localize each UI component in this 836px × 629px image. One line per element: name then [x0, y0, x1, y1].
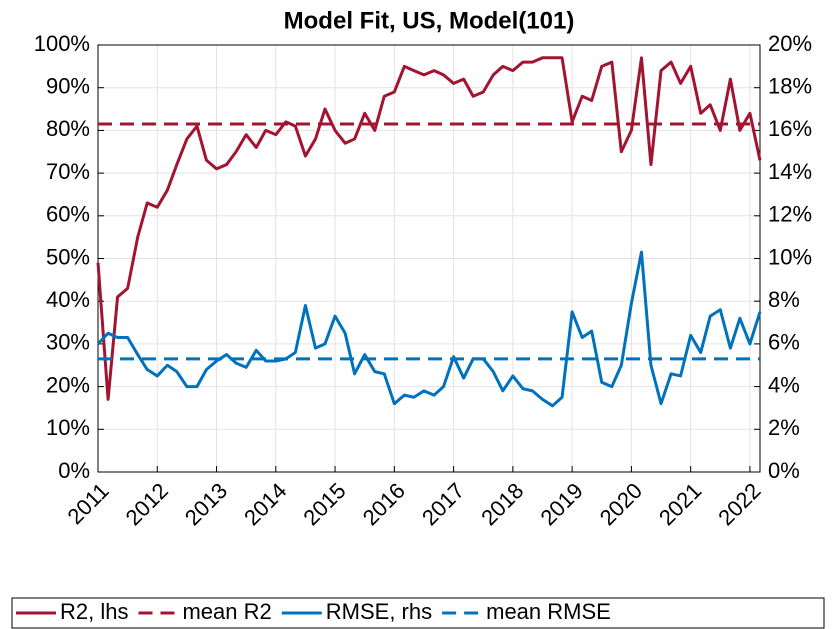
x-tick-label: 2018 [476, 478, 528, 530]
x-tick-label: 2013 [180, 478, 232, 530]
y2-tick-label: 20% [768, 31, 812, 56]
x-tick-label: 2019 [535, 478, 587, 530]
x-tick-label: 2016 [358, 478, 410, 530]
x-tick-label: 2021 [654, 478, 706, 530]
y-tick-label: 90% [46, 74, 90, 99]
y2-tick-label: 8% [768, 287, 800, 312]
y-tick-label: 70% [46, 159, 90, 184]
y-tick-label: 0% [58, 458, 90, 483]
y-tick-label: 30% [46, 330, 90, 355]
y2-tick-label: 14% [768, 159, 812, 184]
y-tick-label: 10% [46, 415, 90, 440]
y2-tick-label: 10% [768, 244, 812, 269]
y-tick-label: 20% [46, 372, 90, 397]
legend-label: mean RMSE [486, 599, 611, 624]
y2-tick-label: 16% [768, 116, 812, 141]
plot-frame [97, 44, 761, 473]
y-tick-label: 50% [46, 244, 90, 269]
x-tick-label: 2020 [595, 478, 647, 530]
x-tick-label: 2014 [239, 478, 291, 530]
x-tick-label: 2012 [121, 478, 173, 530]
y2-tick-label: 2% [768, 415, 800, 440]
legend-label: R2, lhs [60, 599, 128, 624]
y2-tick-label: 18% [768, 74, 812, 99]
data-line [96, 56, 762, 401]
y-tick-label: 80% [46, 116, 90, 141]
y2-tick-label: 12% [768, 202, 812, 227]
y2-tick-label: 0% [768, 458, 800, 483]
legend-label: mean R2 [182, 599, 271, 624]
y2-tick-label: 6% [768, 330, 800, 355]
y-tick-label: 100% [34, 31, 90, 56]
x-tick-label: 2015 [298, 478, 350, 530]
x-tick-label: 2022 [713, 478, 765, 530]
data-line [96, 250, 762, 408]
y2-tick-label: 4% [768, 372, 800, 397]
legend-label: RMSE, rhs [326, 599, 432, 624]
y-tick-label: 60% [46, 202, 90, 227]
x-tick-label: 2017 [417, 478, 469, 530]
chart-title: Model Fit, US, Model(101) [284, 7, 575, 34]
y-tick-label: 40% [46, 287, 90, 312]
x-tick-label: 2011 [63, 478, 114, 529]
